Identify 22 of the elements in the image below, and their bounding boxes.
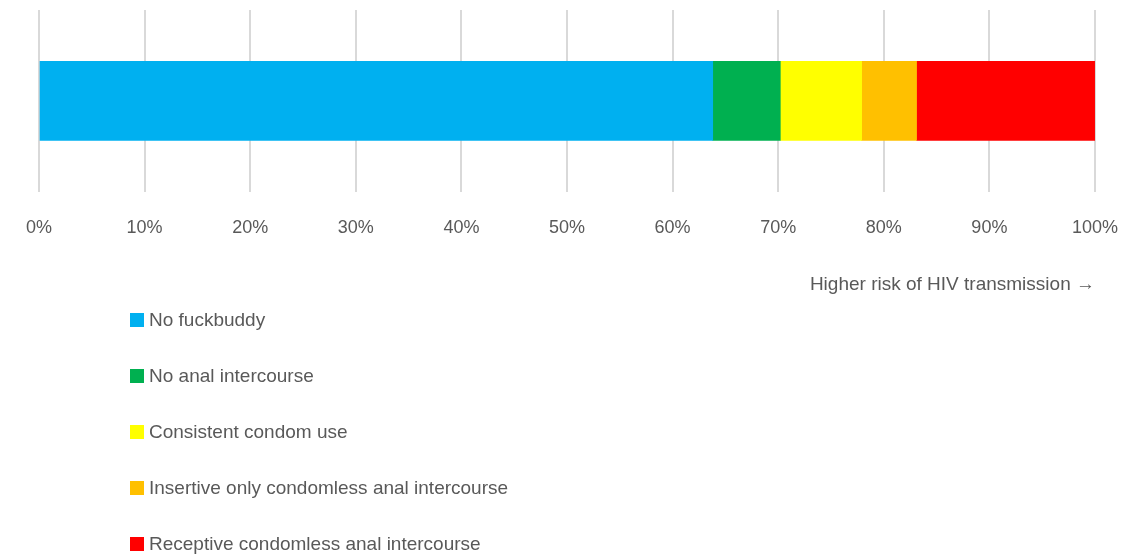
legend-label: No anal intercourse [149,365,314,387]
x-tick-label: 100% [1071,217,1118,238]
x-tick-label: 80% [865,217,902,238]
bar [779,60,862,141]
legend-label: Receptive condomless anal intercourse [149,533,481,555]
x-tick-label: 30% [337,217,374,238]
legend-label: No fuckbuddy [149,309,266,331]
x-tick-label: 40% [443,217,480,238]
x-tick-label: 70% [760,217,797,238]
x-tick-label: 0% [26,217,53,238]
bar [861,60,917,141]
x-axis-title: Higher risk of HIV transmission → [809,272,1095,294]
x-tick-label: 90% [971,217,1008,238]
x-tick-label: 10% [126,217,163,238]
x-tick-label: 20% [232,217,269,238]
x-tick-label: 60% [654,217,691,238]
bar [916,60,1095,141]
x-tick-label: 50% [548,217,586,238]
bar [39,60,714,141]
legend-label: Insertive only condomless anal intercourse [149,477,509,499]
legend-label: Consistent condom use [149,421,348,443]
bar [712,60,781,141]
